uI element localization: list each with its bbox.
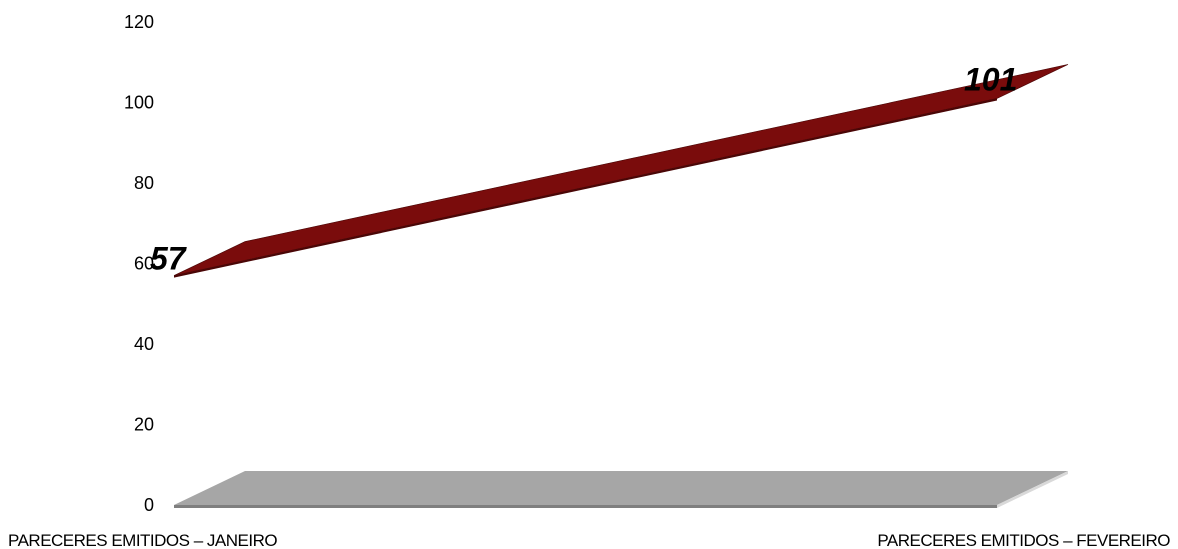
data-labels: 57 101 — [150, 61, 1017, 276]
data-value-label: 101 — [964, 61, 1017, 97]
floor-front-face — [174, 505, 997, 508]
y-tick-label: 120 — [124, 12, 154, 32]
y-axis-ticks: 0 20 40 60 80 100 120 — [124, 12, 154, 515]
data-value-label: 57 — [150, 241, 188, 277]
y-tick-label: 20 — [134, 415, 154, 435]
x-axis-categories: PARECERES EMITIDOS – JANEIRO PARECERES EM… — [8, 531, 1171, 549]
y-tick-label: 0 — [144, 495, 154, 515]
floor-top-face — [174, 471, 1068, 505]
y-tick-label: 40 — [134, 334, 154, 354]
series-ribbons — [173, 64, 1069, 278]
series-ribbon-segment — [173, 64, 1069, 276]
x-category-label: PARECERES EMITIDOS – FEVEREIRO — [877, 531, 1170, 549]
chart-floor — [174, 471, 1068, 508]
floor-side-face — [997, 471, 1068, 508]
y-tick-label: 60 — [134, 254, 154, 274]
x-category-label: PARECERES EMITIDOS – JANEIRO — [8, 531, 277, 549]
y-tick-label: 100 — [124, 93, 154, 113]
y-tick-label: 80 — [134, 173, 154, 193]
series-ribbon-edge — [174, 98, 997, 278]
